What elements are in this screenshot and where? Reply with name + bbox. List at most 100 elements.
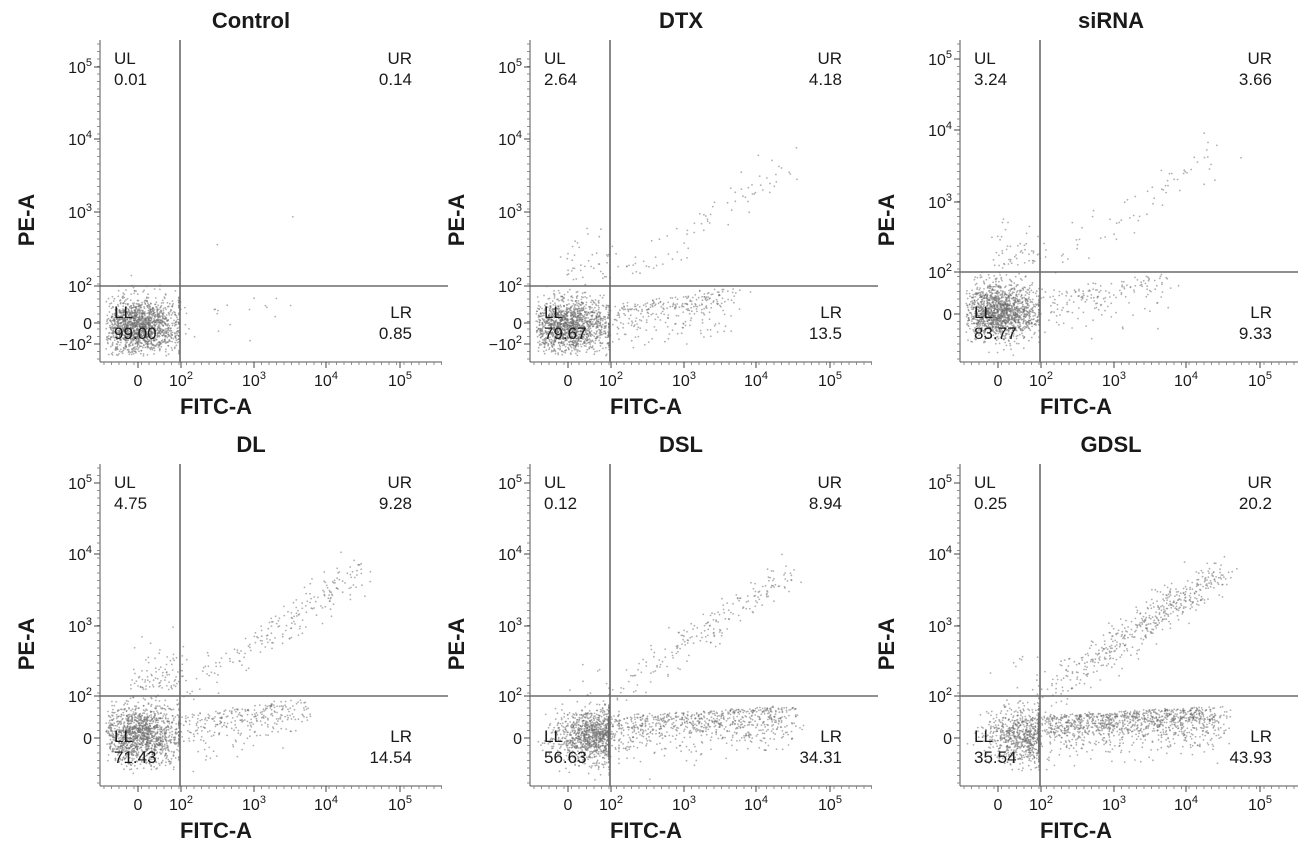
event-dot: [563, 344, 566, 346]
event-dot: [151, 343, 154, 346]
event-dot: [543, 294, 545, 297]
event-dot: [671, 329, 674, 331]
event-dot: [619, 309, 621, 312]
event-dot: [174, 332, 176, 335]
event-dot: [634, 320, 637, 322]
event-dot: [1134, 195, 1137, 198]
event-dot: [1160, 273, 1163, 276]
event-dot: [631, 272, 634, 275]
event-dot: [1123, 286, 1125, 288]
event-dot: [158, 308, 160, 311]
event-dot: [675, 227, 678, 230]
event-dot: [1032, 291, 1035, 294]
event-dot: [635, 317, 638, 319]
event-dot: [578, 307, 580, 310]
event-dot: [177, 321, 180, 324]
event-dot: [1032, 262, 1034, 264]
event-dot: [671, 305, 674, 308]
event-dot: [599, 342, 602, 345]
event-dot: [697, 296, 700, 299]
event-dot: [567, 299, 570, 301]
event-dot: [138, 311, 141, 314]
event-dot: [585, 321, 588, 323]
event-dot: [1013, 308, 1016, 310]
event-dot: [536, 329, 538, 332]
event-dot: [157, 324, 160, 327]
event-dot: [1022, 288, 1025, 291]
event-dot: [675, 314, 678, 317]
event-dot: [771, 159, 773, 162]
event-dot: [1113, 233, 1115, 236]
event-dot: [248, 308, 251, 311]
event-dot: [1078, 238, 1081, 241]
event-dot: [538, 340, 541, 343]
event-dot: [683, 242, 686, 245]
event-dot: [744, 196, 747, 199]
event-dot: [1031, 309, 1034, 312]
event-dot: [969, 295, 971, 298]
event-dot: [645, 305, 647, 308]
event-dot: [541, 341, 544, 344]
event-dot: [968, 292, 971, 295]
event-dot: [1115, 222, 1118, 225]
event-dot: [631, 322, 634, 324]
event-dot: [592, 321, 594, 323]
event-dot: [173, 347, 176, 350]
event-dot: [722, 309, 724, 312]
event-dot: [557, 347, 560, 350]
event-dot: [144, 303, 147, 305]
event-dot: [123, 293, 126, 296]
event-dot: [1183, 169, 1186, 172]
event-dot: [139, 352, 142, 355]
event-dot: [687, 247, 690, 250]
event-dot: [773, 185, 776, 188]
event-dot: [173, 322, 176, 325]
event-dot: [587, 327, 589, 330]
event-dot: [1110, 282, 1113, 285]
event-dot: [158, 332, 161, 334]
event-dot: [1052, 295, 1055, 298]
event-dot: [976, 299, 978, 302]
event-dot: [734, 200, 737, 203]
event-dot: [133, 317, 136, 320]
event-dot: [1013, 255, 1016, 258]
quadrant-value-lr: 0.85: [379, 324, 412, 343]
event-dot: [970, 320, 973, 322]
event-dot: [592, 341, 595, 343]
event-dot: [581, 276, 584, 279]
event-dot: [570, 270, 573, 272]
event-dot: [587, 233, 589, 235]
event-dot: [596, 319, 598, 322]
event-dot: [666, 235, 669, 237]
event-dot: [175, 337, 177, 340]
event-dot: [704, 297, 707, 300]
event-dot: [721, 297, 724, 300]
event-dot: [967, 306, 969, 309]
event-dot: [109, 345, 112, 348]
event-dot: [616, 326, 619, 329]
y-tick-label: 0: [83, 316, 92, 333]
event-dot: [598, 315, 601, 318]
quadrant-value-ul: 0.01: [114, 70, 147, 89]
event-dot: [1184, 170, 1187, 173]
event-dot: [693, 313, 696, 315]
event-dot: [562, 351, 565, 353]
event-dot: [703, 336, 705, 338]
event-dot: [1126, 198, 1129, 201]
event-dot: [1001, 294, 1004, 297]
event-dot: [172, 337, 175, 340]
event-dot: [551, 300, 554, 302]
event-dot: [700, 303, 703, 305]
event-dot: [986, 287, 989, 289]
event-dot: [601, 296, 604, 299]
event-dot: [1008, 258, 1010, 261]
event-dot: [184, 306, 186, 309]
event-dot: [123, 300, 126, 303]
event-dot: [139, 305, 141, 308]
event-dot: [747, 186, 750, 189]
event-dot: [572, 344, 575, 346]
event-dot: [661, 263, 664, 265]
y-tick-label: 102: [498, 276, 522, 296]
event-dot: [1005, 274, 1008, 276]
event-dot: [118, 350, 121, 353]
